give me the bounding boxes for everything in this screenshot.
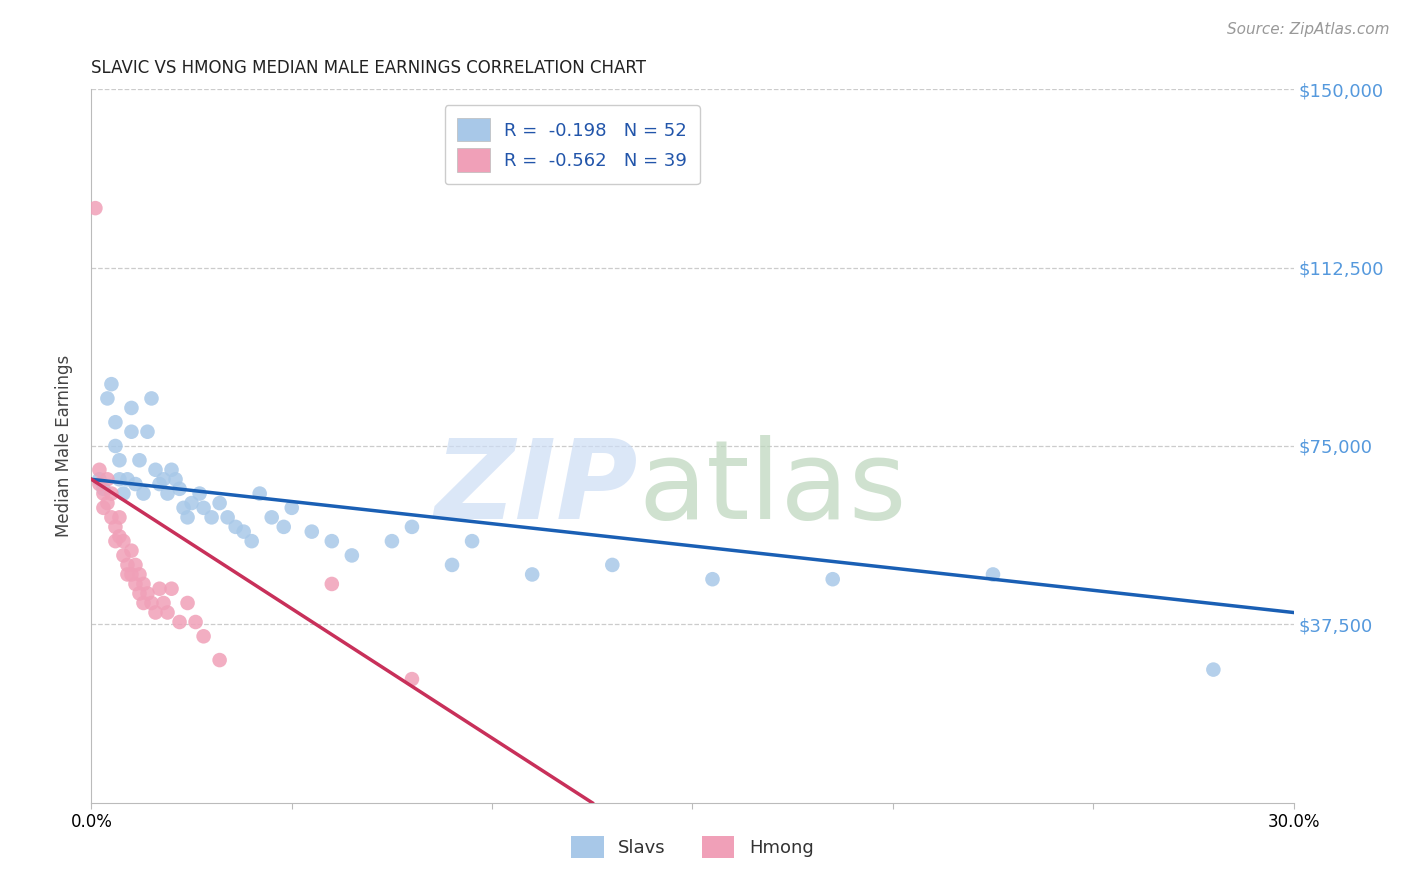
Point <box>104 520 127 534</box>
Point <box>148 477 170 491</box>
Point <box>381 534 404 549</box>
Point <box>232 524 254 539</box>
Point <box>260 510 283 524</box>
Point <box>301 524 323 539</box>
Point <box>340 549 363 563</box>
Point <box>121 567 143 582</box>
Point <box>108 453 131 467</box>
Point <box>104 439 127 453</box>
Point <box>981 567 1004 582</box>
Y-axis label: Median Male Earnings: Median Male Earnings <box>55 355 73 537</box>
Point <box>96 392 118 406</box>
Point <box>121 543 143 558</box>
Point <box>104 534 127 549</box>
Point <box>108 472 131 486</box>
Point <box>188 486 211 500</box>
Point <box>117 472 139 486</box>
Point <box>141 596 163 610</box>
Text: Source: ZipAtlas.com: Source: ZipAtlas.com <box>1226 22 1389 37</box>
Point <box>201 510 224 524</box>
Point <box>112 534 135 549</box>
Point <box>136 586 159 600</box>
Point <box>169 615 191 629</box>
Point <box>180 496 202 510</box>
Point <box>100 510 122 524</box>
Point <box>124 577 146 591</box>
Point <box>522 567 544 582</box>
Point <box>128 567 150 582</box>
Point <box>156 486 179 500</box>
Point <box>208 653 231 667</box>
Point <box>132 486 155 500</box>
Point <box>184 615 207 629</box>
Point <box>281 500 304 515</box>
Legend: Slavs, Hmong: Slavs, Hmong <box>564 829 821 865</box>
Point <box>117 558 139 572</box>
Point <box>145 606 167 620</box>
Point <box>240 534 263 549</box>
Point <box>440 558 463 572</box>
Point <box>93 500 115 515</box>
Point <box>108 510 131 524</box>
Point <box>401 672 423 686</box>
Point <box>132 596 155 610</box>
Point <box>93 486 115 500</box>
Point <box>160 463 183 477</box>
Point <box>249 486 271 500</box>
Point <box>225 520 247 534</box>
Point <box>821 572 844 586</box>
Point <box>176 510 198 524</box>
Point <box>96 496 118 510</box>
Point <box>112 549 135 563</box>
Point <box>93 482 115 496</box>
Point <box>112 486 135 500</box>
Point <box>124 477 146 491</box>
Point <box>121 401 143 415</box>
Point <box>136 425 159 439</box>
Point <box>702 572 724 586</box>
Point <box>401 520 423 534</box>
Text: ZIP: ZIP <box>434 435 638 542</box>
Point <box>273 520 295 534</box>
Text: atlas: atlas <box>638 435 907 542</box>
Point <box>173 500 195 515</box>
Point <box>145 463 167 477</box>
Point <box>169 482 191 496</box>
Point <box>128 586 150 600</box>
Point <box>124 558 146 572</box>
Point <box>104 415 127 429</box>
Point <box>108 529 131 543</box>
Point <box>1202 663 1225 677</box>
Point <box>193 629 215 643</box>
Point <box>602 558 624 572</box>
Point <box>321 577 343 591</box>
Point <box>208 496 231 510</box>
Point <box>321 534 343 549</box>
Text: SLAVIC VS HMONG MEDIAN MALE EARNINGS CORRELATION CHART: SLAVIC VS HMONG MEDIAN MALE EARNINGS COR… <box>91 59 647 77</box>
Point <box>165 472 187 486</box>
Point <box>148 582 170 596</box>
Point <box>89 472 111 486</box>
Point <box>100 377 122 392</box>
Point <box>89 477 111 491</box>
Point <box>96 472 118 486</box>
Point <box>156 606 179 620</box>
Point <box>128 453 150 467</box>
Point <box>152 596 174 610</box>
Point <box>100 486 122 500</box>
Point <box>121 425 143 439</box>
Point <box>461 534 484 549</box>
Point <box>217 510 239 524</box>
Point <box>160 582 183 596</box>
Point <box>141 392 163 406</box>
Point <box>152 472 174 486</box>
Point <box>117 567 139 582</box>
Point <box>89 463 111 477</box>
Point <box>84 201 107 215</box>
Point <box>176 596 198 610</box>
Point <box>132 577 155 591</box>
Point <box>193 500 215 515</box>
